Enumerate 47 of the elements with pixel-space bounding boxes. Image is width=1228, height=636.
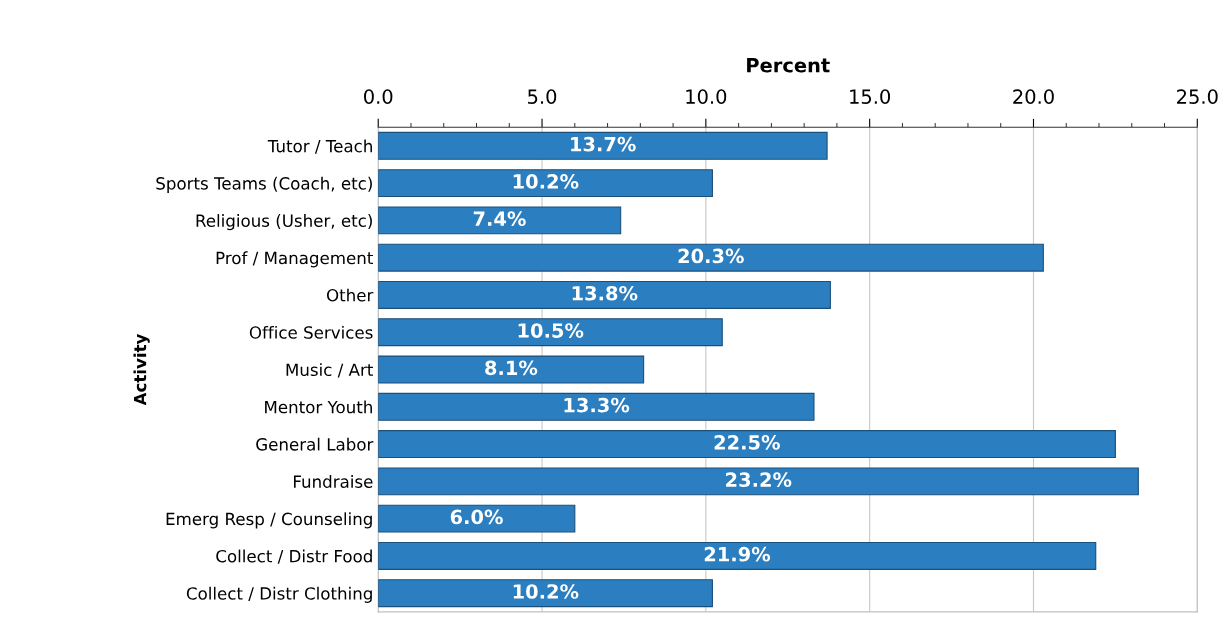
data-label: 10.2%: [513, 584, 579, 599]
y-tick-label: Collect / Distr Clothing: [186, 586, 372, 603]
y-tick-label: Tutor / Teach: [267, 139, 372, 154]
y-tick-label: Other: [326, 288, 374, 302]
x-tick-label: 20.0: [1013, 89, 1054, 104]
y-tick-label: General Labor: [256, 437, 374, 451]
y-tick-label: Fundraise: [293, 475, 373, 488]
data-label: 10.2%: [513, 174, 579, 189]
x-axis-title: Percent: [747, 58, 830, 73]
bar: [378, 131, 828, 160]
data-label: 23.2%: [726, 472, 792, 487]
data-label: 13.8%: [572, 285, 638, 301]
data-label: 13.3%: [564, 397, 630, 413]
y-axis-title: Activity: [133, 333, 150, 406]
x-tick-label: 5.0: [528, 89, 557, 104]
data-label: 13.7%: [571, 136, 636, 152]
bar: [378, 280, 831, 309]
bar: [378, 392, 815, 421]
bar: [378, 467, 1139, 496]
bar: [378, 430, 1116, 459]
y-tick-label: Collect / Distr Food: [216, 549, 372, 564]
data-label: 6.0%: [450, 509, 503, 525]
y-tick-label: Sports Teams (Coach, etc): [156, 176, 372, 193]
y-tick-label: Music / Art: [286, 363, 373, 378]
bar: [378, 243, 1044, 272]
x-tick-label: 25.0: [1177, 89, 1218, 104]
x-tick-label: 15.0: [850, 89, 891, 104]
y-tick-label: Religious (Usher, etc): [196, 214, 372, 231]
bar: [378, 318, 723, 347]
x-tick-label: 0.0: [364, 89, 393, 104]
bar: [378, 355, 645, 384]
data-label: 8.1%: [485, 360, 538, 376]
bar: [378, 169, 713, 198]
y-tick-label: Prof / Management: [216, 251, 373, 268]
data-label: 20.3%: [678, 248, 744, 264]
bar: [378, 504, 576, 533]
bar: [378, 541, 1097, 570]
y-tick-label: Emerg Resp / Counseling: [166, 512, 372, 529]
data-label: 21.9%: [704, 546, 771, 562]
data-label: 22.5%: [714, 435, 780, 450]
data-label: 10.5%: [518, 323, 584, 338]
y-tick-label: Office Services: [249, 325, 373, 339]
x-tick-label: 10.0: [686, 89, 727, 104]
bar: [378, 206, 622, 235]
y-tick-label: Mentor Youth: [265, 400, 372, 414]
data-label: 7.4%: [473, 211, 526, 227]
bar: [378, 579, 713, 608]
